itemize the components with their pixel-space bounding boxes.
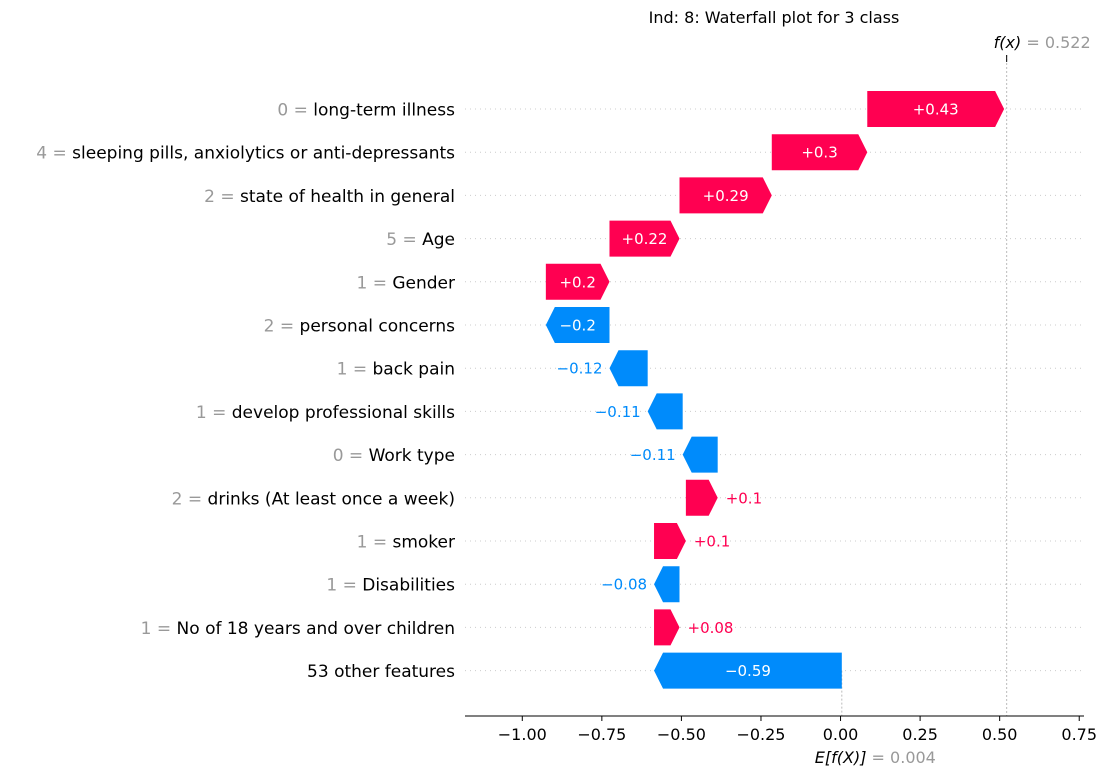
bar-positive bbox=[679, 177, 772, 214]
feature-name: sleeping pills, anxiolytics or anti-depr… bbox=[72, 144, 455, 164]
reference-lines bbox=[841, 55, 1008, 716]
feature-value: 1 = bbox=[356, 273, 392, 293]
bar-value-label: −0.12 bbox=[557, 360, 603, 378]
feature-name: Gender bbox=[392, 273, 455, 293]
bar-value-label: −0.08 bbox=[601, 576, 647, 594]
feature-value: 2 = bbox=[204, 187, 240, 207]
bar-positive bbox=[545, 263, 610, 300]
feature-label: 53 other features bbox=[307, 662, 455, 682]
bar-value-label: −0.11 bbox=[595, 403, 641, 421]
feature-label: 1 = back pain bbox=[337, 360, 455, 380]
feature-value: 5 = bbox=[386, 230, 422, 250]
bar-positive bbox=[867, 91, 1005, 127]
base-value-annotation: E[f(X)] = 0.004 bbox=[815, 748, 936, 767]
feature-label: 5 = Age bbox=[386, 230, 455, 250]
x-tick-label: 0.25 bbox=[902, 725, 938, 744]
feature-value: 1 = bbox=[196, 403, 232, 423]
feature-label: 1 = Gender bbox=[356, 273, 455, 293]
feature-label: 1 = Disabilities bbox=[326, 576, 455, 596]
feature-name: Age bbox=[422, 230, 455, 250]
x-tick-label: 0.50 bbox=[982, 725, 1018, 744]
feature-value: 4 = bbox=[36, 144, 72, 164]
bar-positive bbox=[654, 609, 680, 646]
feature-value: 0 = bbox=[277, 101, 313, 121]
feature-name: develop professional skills bbox=[232, 403, 455, 423]
value-annotations: f(x) = 0.522 E[f(X)] = 0.004 bbox=[815, 33, 1091, 767]
chart-title: Ind: 8: Waterfall plot for 3 class bbox=[649, 8, 900, 27]
bar-value-label: +0.08 bbox=[688, 619, 734, 637]
feature-label: 2 = personal concerns bbox=[264, 317, 455, 337]
output-value-annotation: f(x) = 0.522 bbox=[994, 33, 1091, 52]
row-gridlines bbox=[465, 108, 1084, 672]
base-label: E[f(X)] bbox=[815, 748, 867, 767]
bar-value-label: −0.11 bbox=[630, 446, 676, 464]
feature-name: long-term illness bbox=[313, 101, 455, 121]
feature-labels: 0 = long-term illness 4 = sleeping pills,… bbox=[36, 101, 455, 683]
feature-name: drinks (At least once a week) bbox=[208, 489, 455, 509]
x-tick-label: 0.00 bbox=[823, 725, 859, 744]
bar-negative bbox=[654, 566, 680, 603]
bar-positive bbox=[771, 134, 868, 171]
bar-value-label: +0.1 bbox=[694, 533, 730, 551]
feature-value: 2 = bbox=[172, 489, 208, 509]
bars: +0.43 +0.3 +0.29 +0.22 +0.2 −0.2 −0.12 −0.11 −0.… bbox=[545, 91, 1005, 689]
bar-value-label: +0.43 bbox=[913, 101, 959, 119]
feature-name: personal concerns bbox=[300, 317, 456, 337]
feature-value: 1 = bbox=[141, 619, 177, 639]
x-tick-label: −0.75 bbox=[577, 725, 626, 744]
x-tick-label: −0.25 bbox=[736, 725, 785, 744]
feature-name: smoker bbox=[392, 533, 455, 553]
feature-value: 1 = bbox=[326, 576, 362, 596]
bar-value-label: −0.59 bbox=[725, 662, 771, 680]
output-value: = 0.522 bbox=[1021, 33, 1090, 52]
feature-label: 1 = smoker bbox=[357, 533, 455, 553]
bar-value-label: +0.1 bbox=[726, 489, 762, 507]
base-value: = 0.004 bbox=[866, 748, 935, 767]
x-axis: −1.00 −0.75 −0.50 −0.25 0.00 0.25 0.50 0.75 bbox=[465, 715, 1097, 744]
bar-negative bbox=[545, 307, 610, 343]
feature-name: Work type bbox=[369, 446, 455, 466]
bar-positive bbox=[609, 220, 680, 257]
feature-value: 0 = bbox=[333, 446, 369, 466]
x-tick-label: −0.50 bbox=[657, 725, 706, 744]
bar-negative bbox=[654, 652, 842, 689]
feature-name: state of health in general bbox=[240, 187, 455, 207]
feature-value: 1 = bbox=[337, 360, 373, 380]
feature-label: 2 = drinks (At least once a week) bbox=[172, 489, 455, 509]
feature-name: Disabilities bbox=[362, 576, 455, 596]
feature-label: 0 = Work type bbox=[333, 446, 455, 466]
feature-label: 2 = state of health in general bbox=[204, 187, 455, 207]
feature-label: 4 = sleeping pills, anxiolytics or anti-… bbox=[36, 144, 455, 164]
bar-value-label: −0.2 bbox=[559, 317, 595, 335]
bar-positive bbox=[654, 523, 686, 559]
feature-value: 2 = bbox=[264, 317, 300, 337]
x-tick-label: −1.00 bbox=[498, 725, 547, 744]
bar-negative bbox=[609, 350, 648, 387]
feature-name: back pain bbox=[372, 360, 455, 380]
feature-label: 1 = develop professional skills bbox=[196, 403, 455, 423]
bar-value-label: +0.22 bbox=[622, 230, 668, 248]
x-tick-label: 0.75 bbox=[1061, 725, 1097, 744]
feature-label: 1 = No of 18 years and over children bbox=[141, 619, 455, 639]
output-label: f(x) bbox=[994, 33, 1022, 52]
feature-name: No of 18 years and over children bbox=[177, 619, 455, 639]
bar-value-label: +0.29 bbox=[703, 187, 749, 205]
feature-value: 1 = bbox=[357, 533, 393, 553]
feature-label: 0 = long-term illness bbox=[277, 101, 455, 121]
feature-name: 53 other features bbox=[307, 662, 455, 682]
bar-value-label: +0.2 bbox=[559, 273, 595, 291]
bar-value-label: +0.3 bbox=[801, 144, 837, 162]
bar-positive bbox=[685, 479, 718, 516]
bar-negative bbox=[647, 393, 683, 430]
bar-negative bbox=[682, 436, 718, 473]
